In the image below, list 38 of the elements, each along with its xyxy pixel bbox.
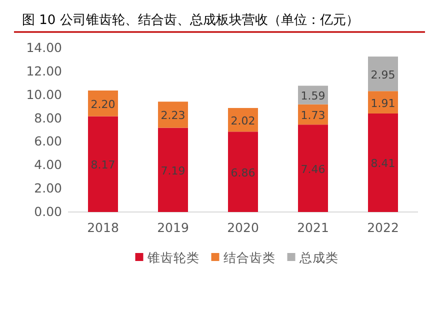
data-label: 2.95 bbox=[370, 68, 396, 82]
data-label: 6.86 bbox=[230, 166, 256, 180]
data-label: 1.59 bbox=[300, 90, 326, 103]
data-label: 7.46 bbox=[300, 162, 326, 176]
x-tick-label: 2020 bbox=[227, 220, 259, 235]
y-tick-label: 10.00 bbox=[26, 86, 62, 102]
bar bbox=[158, 102, 188, 128]
data-label: 2.20 bbox=[90, 98, 116, 111]
data-label: 1.91 bbox=[370, 96, 396, 110]
data-label: 8.17 bbox=[90, 158, 116, 172]
bar bbox=[228, 132, 258, 212]
bar bbox=[368, 113, 398, 212]
bar bbox=[158, 128, 188, 212]
y-tick-label: 14.00 bbox=[26, 40, 62, 55]
x-tick-label: 2021 bbox=[297, 220, 329, 235]
y-tick-label: 8.00 bbox=[34, 110, 62, 126]
data-label: 1.73 bbox=[300, 108, 326, 122]
bar bbox=[88, 90, 118, 116]
data-label: 7.19 bbox=[160, 164, 186, 178]
legend-label: 锥齿轮类 bbox=[146, 250, 200, 265]
y-tick-label: 12.00 bbox=[26, 63, 62, 78]
data-label: 2.02 bbox=[230, 114, 256, 128]
bar bbox=[368, 91, 398, 114]
legend-label: 结合齿类 bbox=[223, 250, 276, 265]
y-tick-label: 2.00 bbox=[34, 180, 62, 196]
x-tick-label: 2018 bbox=[87, 220, 119, 235]
x-tick-label: 2022 bbox=[367, 220, 399, 235]
legend-label: 总成类 bbox=[298, 250, 338, 265]
y-tick-label: 0.00 bbox=[34, 204, 62, 219]
y-tick-label: 6.00 bbox=[34, 134, 62, 149]
bar bbox=[88, 116, 118, 212]
bar bbox=[368, 56, 398, 92]
data-label: 2.23 bbox=[160, 109, 186, 122]
data-label: 8.41 bbox=[370, 157, 396, 170]
chart-title: 图 10 公司锥齿轮、结合齿、总成板块营收（单位：亿元） bbox=[22, 13, 359, 28]
x-tick-label: 2019 bbox=[157, 220, 189, 235]
bar bbox=[298, 124, 328, 212]
y-tick-label: 4.00 bbox=[34, 157, 62, 172]
